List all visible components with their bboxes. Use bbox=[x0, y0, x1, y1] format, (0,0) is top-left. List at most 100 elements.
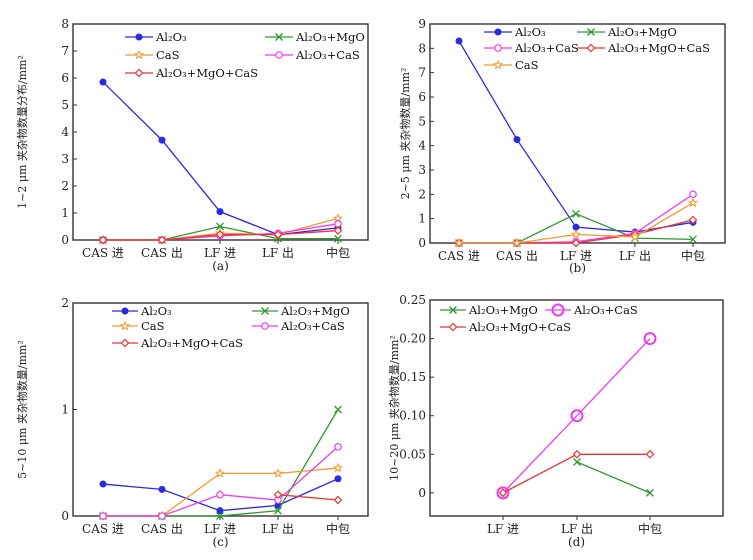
data-point bbox=[216, 490, 224, 499]
series-line bbox=[103, 409, 339, 517]
data-point bbox=[570, 229, 582, 239]
data-point bbox=[455, 37, 463, 45]
y-tick-label: 1 bbox=[61, 403, 69, 417]
x-tick-label: CAS 进 bbox=[82, 522, 124, 536]
data-point bbox=[453, 237, 465, 248]
legend-entry: Al₂O₃ bbox=[125, 30, 187, 44]
x-tick-label: LF 进 bbox=[204, 522, 236, 536]
data-point bbox=[334, 234, 342, 243]
data-point bbox=[496, 486, 510, 500]
y-axis-label: 10~20 μm 夹杂物数量/mm² bbox=[387, 335, 401, 481]
panel-caption: (b) bbox=[569, 261, 586, 275]
x-tick-label: LF 出 bbox=[262, 246, 294, 260]
legend-label: Al₂O₃+MgO bbox=[607, 25, 677, 39]
series-al-o-cas bbox=[455, 190, 697, 247]
y-axis-label: 1~2 μm 夹杂物数量分布/mm² bbox=[15, 55, 29, 209]
x-tick-label: LF 出 bbox=[561, 522, 593, 536]
data-point bbox=[216, 208, 224, 216]
data-point bbox=[158, 512, 166, 520]
y-tick-label: 0 bbox=[61, 509, 69, 523]
x-tick-label: LF 进 bbox=[560, 249, 592, 263]
x-tick-label: LF 出 bbox=[262, 522, 294, 536]
plot-frame bbox=[72, 302, 369, 517]
y-tick-label: 0.15 bbox=[399, 370, 426, 384]
x-tick-label: CAS 出 bbox=[141, 246, 183, 260]
legend-entry: Al₂O₃+MgO+CaS bbox=[577, 41, 710, 55]
y-tick-label: 4 bbox=[61, 125, 69, 139]
x-tick-label: CAS 出 bbox=[141, 522, 183, 536]
legend-marker bbox=[492, 59, 504, 70]
y-tick-label: 9 bbox=[418, 17, 426, 31]
y-tick-label: 7 bbox=[418, 66, 426, 80]
legend-marker bbox=[587, 28, 595, 36]
y-tick-label: 8 bbox=[418, 41, 426, 55]
y-tick-label: 0 bbox=[418, 236, 426, 250]
legend-label: Al₂O₃+CaS bbox=[295, 48, 360, 62]
y-tick-label: 1 bbox=[61, 206, 69, 220]
y-tick-label: 0.20 bbox=[399, 332, 426, 346]
x-tick-label: LF 进 bbox=[204, 246, 236, 260]
legend-marker bbox=[121, 307, 129, 315]
legend-entry: Al₂O₃+MgO bbox=[252, 304, 350, 318]
x-tick-label: LF 出 bbox=[619, 249, 651, 263]
y-tick-label: 2 bbox=[61, 179, 69, 193]
series-cas bbox=[453, 197, 699, 248]
legend-entry: Al₂O₃+CaS bbox=[545, 303, 638, 317]
series-line bbox=[459, 202, 694, 244]
legend-marker bbox=[448, 322, 458, 332]
legend-label: Al₂O₃ bbox=[514, 25, 546, 39]
data-point bbox=[572, 449, 582, 459]
data-point bbox=[687, 197, 699, 208]
data-point bbox=[688, 215, 698, 225]
data-point bbox=[333, 226, 343, 235]
series-al-o-mgo-cas bbox=[273, 490, 343, 505]
data-point bbox=[334, 442, 342, 451]
y-tick-label: 6 bbox=[418, 90, 426, 104]
panel-caption: (a) bbox=[212, 259, 229, 273]
legend-marker bbox=[551, 303, 565, 317]
y-tick-label: 5 bbox=[61, 98, 69, 112]
y-axis-label: 2~5 μm 夹杂物数量/mm² bbox=[398, 68, 412, 200]
y-tick-label: 4 bbox=[418, 139, 426, 153]
data-point bbox=[629, 231, 641, 242]
data-point bbox=[216, 507, 224, 515]
y-tick-label: 2 bbox=[418, 187, 426, 201]
y-tick-label: 7 bbox=[61, 44, 69, 58]
data-point bbox=[689, 190, 697, 199]
legend-entry: Al₂O₃+MgO bbox=[265, 30, 365, 44]
series-line bbox=[277, 494, 339, 501]
legend-label: Al₂O₃+MgO+CaS bbox=[155, 66, 258, 80]
y-axis-label: 5~10 μm 夹杂物数量/mm² bbox=[15, 340, 29, 479]
legend-entry: Al₂O₃+MgO bbox=[440, 303, 538, 317]
data-point bbox=[333, 495, 343, 505]
data-point bbox=[272, 467, 284, 478]
data-point bbox=[498, 488, 508, 498]
chart-panel-a: 0 1 2 3 4 5 6 7 8 CAS 进 CAS 出 LF 进 LF 出 中包 1~2 μm 夹杂物数… bbox=[15, 17, 369, 273]
data-point bbox=[334, 475, 342, 483]
series-al-o- bbox=[455, 37, 697, 236]
series-line bbox=[458, 40, 694, 233]
x-tick-label: CAS 进 bbox=[82, 246, 124, 260]
y-tick-label: 3 bbox=[418, 163, 426, 177]
data-point bbox=[513, 136, 521, 144]
series-al-o-mgo-cas bbox=[98, 226, 343, 245]
data-point bbox=[571, 238, 581, 248]
series-al-o-mgo bbox=[99, 405, 342, 520]
data-point bbox=[274, 506, 282, 515]
data-point bbox=[99, 480, 107, 488]
legend-marker bbox=[134, 68, 144, 78]
legend-label: Al₂O₃+MgO+CaS bbox=[140, 336, 243, 350]
legend-label: Al₂O₃+MgO bbox=[468, 303, 538, 317]
x-tick-label: 中包 bbox=[638, 521, 662, 536]
legend-entry: Al₂O₃ bbox=[112, 304, 172, 318]
panel-caption: (d) bbox=[568, 535, 585, 549]
y-tick-label: 0 bbox=[61, 233, 69, 247]
legend-marker bbox=[261, 322, 269, 330]
series-line bbox=[103, 446, 339, 517]
data-point bbox=[216, 222, 224, 231]
legend-entry: CaS bbox=[484, 58, 539, 72]
legend-entry: CaS bbox=[112, 319, 165, 333]
series-line bbox=[502, 453, 650, 494]
legend-label: Al₂O₃+MgO+CaS bbox=[607, 41, 710, 55]
data-point bbox=[158, 485, 166, 493]
